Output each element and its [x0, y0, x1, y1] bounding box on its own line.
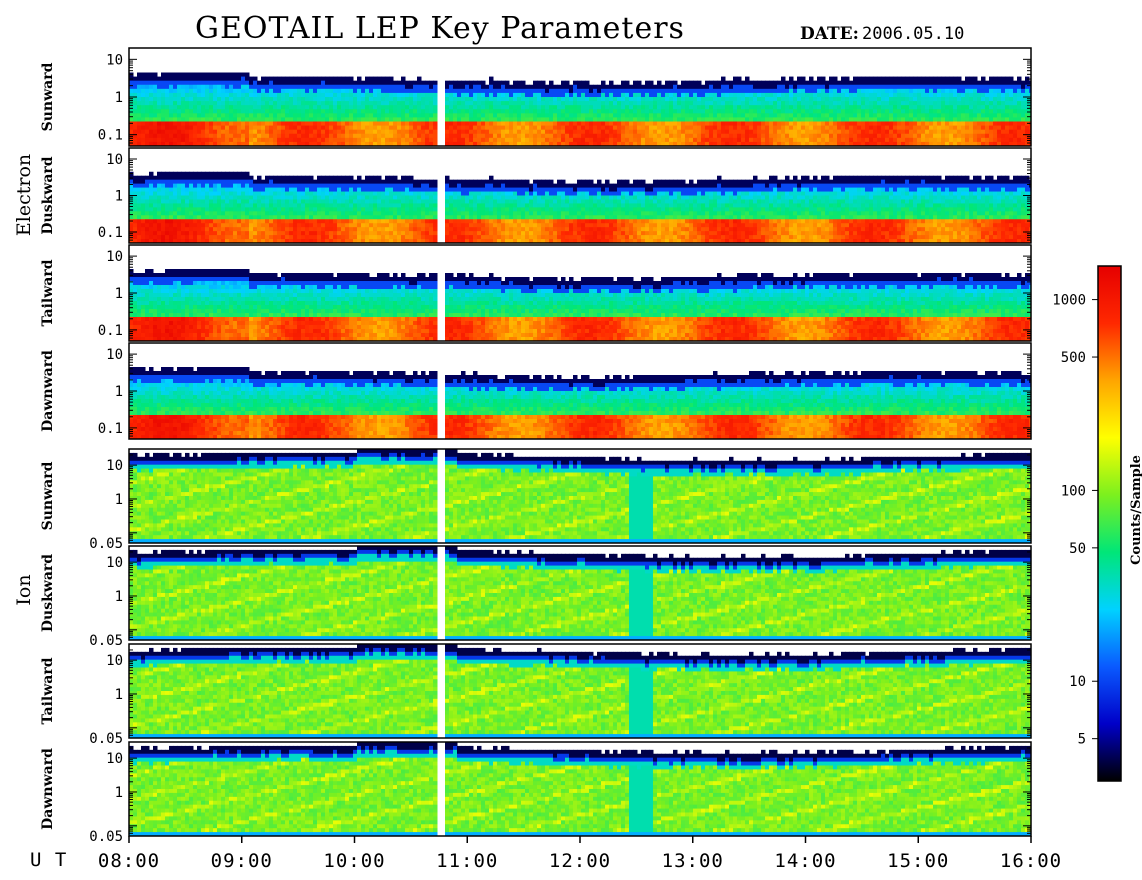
x-axis-ticks: 08:00 09:00 10:00 11:00 12:00 13:00 14:00 15:00… — [98, 836, 1062, 872]
panel-ion-dawnward: 10 1 0.05 Dawnward — [40, 741, 1032, 845]
panel-electron-dawnward: 10 1 0.1 Dawnward — [40, 342, 1032, 440]
x-tick-label: 16:00 — [1000, 850, 1062, 872]
y-tick-label: 0.05 — [89, 829, 123, 845]
y-tick-label: 1 — [115, 492, 123, 508]
x-tick-label: 13:00 — [662, 850, 724, 872]
x-tick-label: 10:00 — [323, 850, 385, 872]
y-tick-label: 1 — [115, 384, 123, 400]
colorbar-label: Counts/Sample — [1129, 455, 1142, 565]
panel-direction-label: Sunward — [40, 62, 56, 131]
panel-direction-label: Duskward — [40, 156, 56, 234]
y-tick-label: 1 — [115, 286, 123, 302]
y-tick-label: 1 — [115, 589, 123, 605]
y-tick-label: 0.1 — [98, 421, 123, 437]
panel-electron-tailward: 10 1 0.1 Tailward — [40, 244, 1032, 342]
data-gap — [439, 742, 445, 836]
y-tick-label: 0.1 — [98, 323, 123, 339]
date-label: DATE: — [800, 24, 859, 44]
spectrogram-heatmap — [129, 343, 1031, 439]
panel-frame — [128, 545, 1032, 641]
x-tick-label: 14:00 — [774, 850, 836, 872]
y-tick-label: 10 — [106, 249, 123, 265]
panel-electron-duskward: 10 1 0.1 Duskward — [40, 147, 1032, 244]
group-label-electron: Electron — [13, 154, 35, 236]
colorbar: 1000 500 100 50 10 5 Counts/Sample — [1052, 265, 1142, 782]
y-tick-label: 1 — [115, 90, 123, 106]
y-tick-label: 1 — [115, 189, 123, 205]
panel-frame — [128, 448, 1032, 544]
data-gap — [439, 48, 445, 146]
spectrogram-heatmap — [129, 449, 1031, 543]
colorbar-tick-label: 50 — [1069, 541, 1086, 557]
panel-ion-duskward: 10 1 0.05 Duskward — [40, 545, 1032, 649]
colorbar-tick-label: 500 — [1061, 350, 1086, 366]
spectrogram-heatmap — [129, 742, 1031, 836]
y-tick-label: 1 — [115, 687, 123, 703]
panel-direction-label: Dawnward — [40, 748, 56, 830]
data-gap — [439, 449, 445, 543]
x-tick-label: 08:00 — [98, 850, 160, 872]
y-tick-label: 10 — [106, 347, 123, 363]
spectrogram-heatmap — [129, 245, 1031, 341]
data-gap — [439, 245, 445, 341]
y-tick-label: 0.1 — [98, 225, 123, 241]
data-gap — [439, 343, 445, 439]
data-gap — [439, 644, 445, 738]
x-axis-label: U T — [30, 849, 67, 871]
spectrogram-heatmap — [129, 148, 1031, 243]
panel-ion-tailward: 10 1 0.05 Tailward — [40, 643, 1032, 747]
panel-frame — [128, 643, 1032, 739]
y-tick-label: 10 — [106, 458, 123, 474]
panel-direction-label: Tailward — [40, 657, 56, 724]
panel-electron-sunward: 10 1 0.1 Sunward — [40, 47, 1032, 147]
chart-title: GEOTAIL LEP Key Parameters — [195, 11, 685, 46]
y-tick-label: 10 — [106, 555, 123, 571]
spectrogram-heatmap — [129, 644, 1031, 738]
y-tick-label: 1 — [115, 785, 123, 801]
group-label-ion: Ion — [13, 574, 35, 605]
panel-direction-label: Tailward — [40, 259, 56, 326]
y-tick-label: 0.05 — [89, 633, 123, 649]
data-gap — [439, 148, 445, 243]
x-tick-label: 12:00 — [549, 850, 611, 872]
y-tick-label: 10 — [106, 152, 123, 168]
colorbar-tick-label: 100 — [1061, 483, 1086, 499]
panel-direction-label: Duskward — [40, 554, 56, 632]
colorbar-gradient — [1097, 265, 1122, 782]
y-tick-label: 0.1 — [98, 128, 123, 144]
x-tick-label: 09:00 — [211, 850, 273, 872]
panel-direction-label: Dawnward — [40, 350, 56, 432]
spectrogram-heatmap — [129, 546, 1031, 640]
y-tick-label: 0.05 — [89, 536, 123, 552]
spectrogram-heatmap — [129, 48, 1031, 146]
data-gap — [439, 546, 445, 640]
x-tick-label: 15:00 — [887, 850, 949, 872]
colorbar-tick-label: 5 — [1078, 732, 1086, 748]
colorbar-tick-label: 1000 — [1052, 293, 1086, 309]
date-value: 2006.05.10 — [862, 24, 964, 44]
y-tick-label: 0.05 — [89, 731, 123, 747]
panel-ion-sunward: 10 1 0.05 Sunward — [40, 448, 1032, 552]
colorbar-tick-label: 10 — [1069, 674, 1086, 690]
y-tick-label: 10 — [106, 653, 123, 669]
panel-direction-label: Sunward — [40, 461, 56, 530]
y-tick-label: 10 — [106, 52, 123, 68]
y-tick-label: 10 — [106, 751, 123, 767]
spectrogram-panels: 10 1 0.1 Sunward 10 1 0.1 Duskward 10 1 0.1 Tailwar… — [13, 47, 1032, 845]
x-tick-label: 11:00 — [436, 850, 498, 872]
